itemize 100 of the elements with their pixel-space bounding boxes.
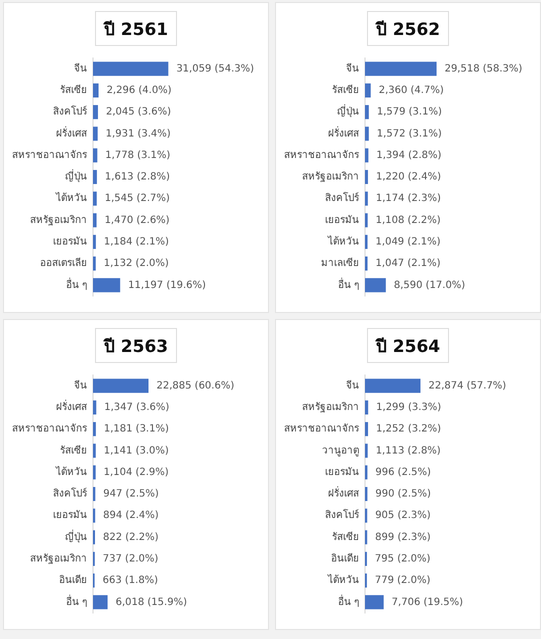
y-tick-label: สหรัฐอเมริกา <box>30 554 87 565</box>
data-label: 1,113 (2.8%) <box>376 445 441 456</box>
y-tick-label: ไต้หวัน <box>55 192 87 204</box>
bar <box>365 278 386 292</box>
data-label: 1,299 (3.3%) <box>376 402 442 414</box>
bar <box>93 444 96 458</box>
bar <box>365 83 371 98</box>
bar <box>365 213 368 228</box>
y-tick-label: เยอรมัน <box>53 510 87 522</box>
y-tick-label: ญี่ปุ่น <box>337 104 359 118</box>
data-label: 22,885 (60.6%) <box>156 380 234 392</box>
y-tick-label: สหราชอาณาจักร <box>284 150 360 161</box>
y-tick-label: อื่น ๆ <box>66 276 87 291</box>
y-tick-label: ญี่ปุ่น <box>65 528 87 543</box>
data-label: 737 (2.0%) <box>102 554 158 565</box>
bar <box>365 170 368 184</box>
chart-title: ปี 2562 <box>366 11 450 46</box>
y-tick-label: รัสเซีย <box>60 444 87 456</box>
bar <box>93 105 98 120</box>
data-label: 899 (2.3%) <box>375 532 431 543</box>
data-label: 29,518 (58.3%) <box>444 63 522 74</box>
data-label: 1,181 (3.1%) <box>104 424 169 435</box>
y-tick-label: รัสเซีย <box>332 84 359 96</box>
bar <box>93 62 168 76</box>
bar <box>93 278 120 292</box>
data-label: 996 (2.5%) <box>375 466 431 478</box>
y-tick-label: สิงคโปร์ <box>325 508 360 522</box>
y-tick-label: อื่น ๆ <box>66 594 87 608</box>
data-label: 22,874 (57.7%) <box>428 380 506 392</box>
y-tick-label: สิงคโปร์ <box>53 486 88 500</box>
y-tick-label: จีน <box>74 62 87 74</box>
bar <box>93 213 97 228</box>
y-tick-label: รัสเซีย <box>332 530 359 543</box>
y-tick-label: สหรัฐอเมริกา <box>302 402 359 414</box>
bar <box>365 105 369 120</box>
data-label: 1,545 (2.7%) <box>104 193 170 204</box>
data-label: 1,141 (3.0%) <box>104 445 169 456</box>
bar <box>93 465 96 480</box>
data-label: 1,470 (2.6%) <box>104 214 170 226</box>
bar <box>365 422 368 436</box>
y-tick-label: ฝรั่งเศส <box>328 486 359 500</box>
y-tick-label: อื่น ๆ <box>338 276 359 291</box>
bar <box>93 378 148 393</box>
y-tick-label: ไต้หวัน <box>327 574 359 586</box>
y-tick-label: จีน <box>346 62 359 74</box>
y-tick-label: จีน <box>74 379 87 392</box>
data-label: 1,347 (3.6%) <box>104 402 170 414</box>
y-tick-label: ญี่ปุ่น <box>65 168 87 183</box>
data-label: 1,132 (2.0%) <box>104 258 169 270</box>
bar <box>93 256 96 271</box>
data-label: 990 (2.5%) <box>375 488 431 500</box>
data-label: 1,184 (2.1%) <box>104 236 169 248</box>
data-label: 1,047 (2.1%) <box>376 258 441 270</box>
bar <box>93 422 96 436</box>
y-tick-label: ไต้หวัน <box>327 236 359 248</box>
data-label: 1,220 (2.4%) <box>376 172 442 183</box>
y-tick-label: อินเดีย <box>331 552 359 565</box>
data-label: 1,394 (2.8%) <box>376 150 442 161</box>
bar <box>93 83 99 98</box>
data-label: 663 (1.8%) <box>102 575 158 586</box>
bar <box>93 148 98 162</box>
y-tick-label: วานูอาตู <box>322 445 359 456</box>
data-label: 795 (2.0%) <box>374 554 430 565</box>
bar <box>365 192 368 206</box>
data-label: 31,059 (54.3%) <box>176 63 254 74</box>
data-label: 6,018 (15.9%) <box>116 596 188 608</box>
y-tick-label: สหราชอาณาจักร <box>12 150 88 161</box>
y-tick-label: ออสเตรเลีย <box>40 257 87 270</box>
data-label: 1,252 (3.2%) <box>376 424 442 435</box>
bar <box>93 126 98 141</box>
y-tick-label: สหรัฐอเมริกา <box>302 172 359 183</box>
data-label: 1,104 (2.9%) <box>104 466 169 478</box>
bar <box>365 595 384 610</box>
y-tick-label: ไต้หวัน <box>55 466 87 478</box>
data-label: 894 (2.4%) <box>103 510 159 522</box>
data-label: 7,706 (19.5%) <box>392 596 464 608</box>
bar <box>365 378 420 393</box>
y-tick-label: สหรัฐอเมริกา <box>30 214 87 226</box>
y-tick-label: อินเดีย <box>59 574 87 586</box>
data-label: 1,931 (3.4%) <box>106 128 171 140</box>
y-tick-label: เยอรมัน <box>53 236 87 248</box>
y-tick-label: สหราชอาณาจักร <box>12 424 88 435</box>
y-tick-label: ฝรั่งเศส <box>56 125 87 140</box>
y-tick-label: จีน <box>346 379 359 392</box>
data-label: 11,197 (19.6%) <box>128 280 206 291</box>
data-label: 1,174 (2.3%) <box>376 193 441 204</box>
bar <box>93 234 96 249</box>
data-label: 947 (2.5%) <box>103 488 159 500</box>
bar <box>93 595 108 610</box>
data-label: 2,360 (4.7%) <box>378 85 444 96</box>
data-label: 822 (2.2%) <box>102 532 159 543</box>
bar <box>365 234 368 249</box>
y-tick-label: เยอรมัน <box>325 214 359 226</box>
data-label: 1,108 (2.2%) <box>376 214 441 226</box>
y-tick-label: มาเลเซีย <box>321 257 359 270</box>
data-label: 905 (2.3%) <box>375 510 431 522</box>
bar <box>93 400 96 414</box>
bar <box>365 256 368 271</box>
data-label: 2,045 (3.6%) <box>106 106 172 118</box>
bar <box>365 148 368 162</box>
